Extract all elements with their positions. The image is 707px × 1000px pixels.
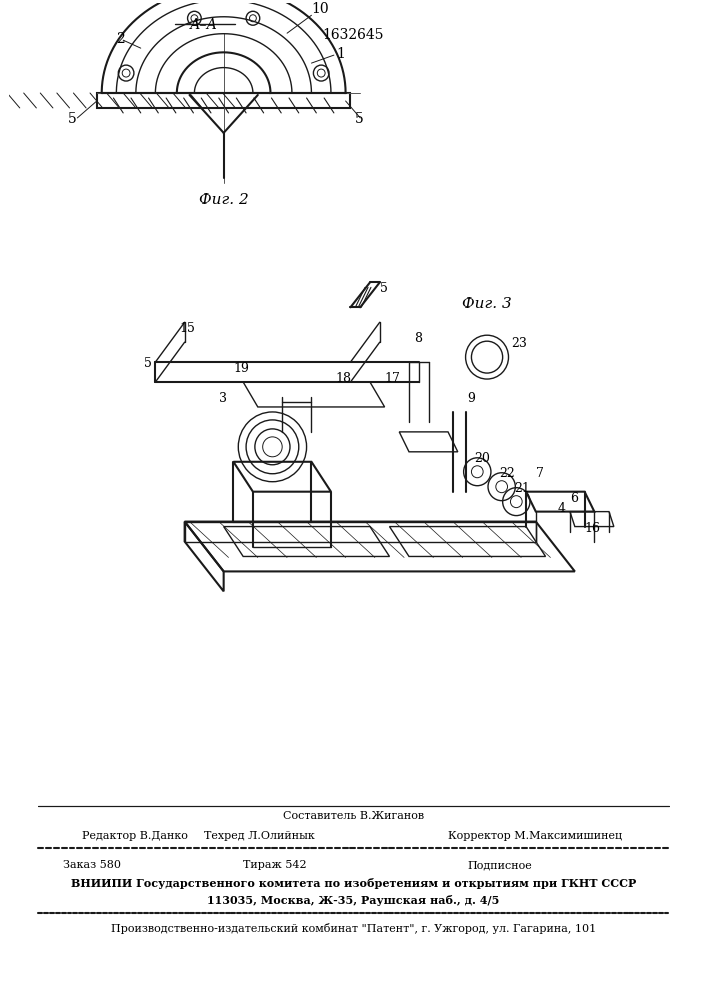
Text: 22: 22 xyxy=(498,467,515,480)
Text: 6: 6 xyxy=(570,492,578,505)
Text: 3: 3 xyxy=(218,392,227,405)
Text: 18: 18 xyxy=(336,372,352,385)
Text: 2: 2 xyxy=(117,32,125,46)
Text: Тираж 542: Тираж 542 xyxy=(243,860,307,870)
Text: Фиг. 2: Фиг. 2 xyxy=(199,193,249,207)
Text: Корректор М.Максимишинец: Корректор М.Максимишинец xyxy=(448,831,622,841)
Text: Техред Л.Олийнык: Техред Л.Олийнык xyxy=(204,831,315,841)
Text: 5: 5 xyxy=(380,282,387,295)
Text: 7: 7 xyxy=(536,467,544,480)
Text: 4: 4 xyxy=(557,502,566,515)
Text: 15: 15 xyxy=(180,322,196,335)
Text: 113035, Москва, Ж-35, Раушская наб., д. 4/5: 113035, Москва, Ж-35, Раушская наб., д. … xyxy=(207,895,500,906)
Text: 5: 5 xyxy=(144,357,151,370)
Text: Заказ 580: Заказ 580 xyxy=(63,860,121,870)
Text: А–А: А–А xyxy=(190,18,218,32)
Text: 5: 5 xyxy=(356,112,364,126)
Text: 16: 16 xyxy=(585,522,600,535)
Text: 10: 10 xyxy=(312,2,329,16)
Text: 19: 19 xyxy=(233,362,250,375)
Text: Составитель В.Жиганов: Составитель В.Жиганов xyxy=(283,811,424,821)
Text: ВНИИПИ Государственного комитета по изобретениям и открытиям при ГКНТ СССР: ВНИИПИ Государственного комитета по изоб… xyxy=(71,878,636,889)
Text: Фиг. 3: Фиг. 3 xyxy=(462,297,512,311)
Text: 8: 8 xyxy=(414,332,422,345)
Text: 21: 21 xyxy=(515,482,530,495)
Text: Подписное: Подписное xyxy=(467,860,532,870)
Text: 23: 23 xyxy=(511,337,527,350)
Text: 1: 1 xyxy=(336,47,345,61)
Text: 9: 9 xyxy=(467,392,475,405)
Text: Производственно-издательский комбинат "Патент", г. Ужгород, ул. Гагарина, 101: Производственно-издательский комбинат "П… xyxy=(111,923,596,934)
Text: 1632645: 1632645 xyxy=(322,28,384,42)
Text: Редактор В.Данко: Редактор В.Данко xyxy=(82,831,188,841)
Text: 17: 17 xyxy=(385,372,400,385)
Text: 20: 20 xyxy=(474,452,490,465)
Text: 5: 5 xyxy=(68,112,76,126)
